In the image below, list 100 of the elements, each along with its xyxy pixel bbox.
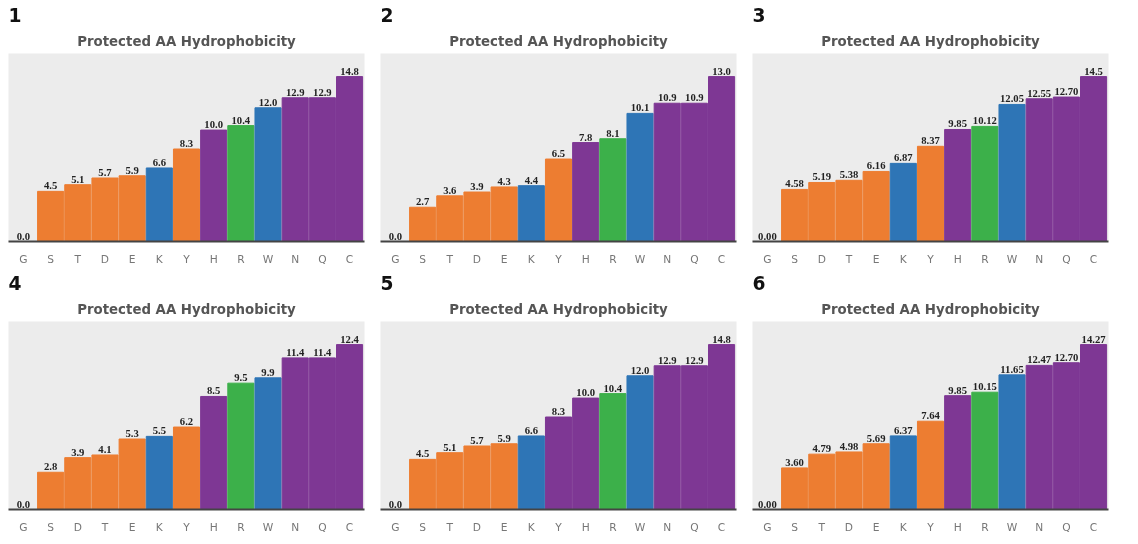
chart-title: Protected AA Hydrophobicity — [77, 301, 297, 317]
x-tick-label: H — [581, 520, 590, 534]
data-label: 4.4 — [524, 174, 539, 186]
x-tick-label: C — [1089, 252, 1098, 266]
data-label: 6.5 — [551, 148, 566, 160]
data-label: 12.9 — [313, 86, 332, 98]
x-tick-label: N — [663, 520, 672, 534]
data-label: 9.9 — [261, 366, 275, 378]
x-tick-label: C — [345, 252, 354, 266]
data-label: 0.00 — [758, 230, 777, 242]
data-label: 10.4 — [603, 382, 623, 394]
x-tick-label: N — [291, 252, 300, 266]
data-label: 10.0 — [204, 119, 224, 131]
x-tick-label: G — [391, 520, 400, 534]
data-label: 0.00 — [758, 498, 777, 510]
x-tick-label: T — [100, 520, 109, 534]
data-label: 7.64 — [921, 410, 941, 422]
data-label: 12.0 — [258, 96, 278, 108]
data-label: 2.8 — [43, 461, 58, 473]
text: 3 — [752, 4, 766, 26]
x-tick-label: K — [899, 252, 908, 266]
x-tick-label: T — [73, 252, 82, 266]
x-tick-label: H — [209, 520, 218, 534]
data-label: 5.9 — [497, 432, 511, 444]
x-tick-label: D — [844, 520, 854, 534]
x-tick-label: Q — [1062, 252, 1071, 266]
x-tick-label: Q — [318, 252, 327, 266]
data-label: 9.5 — [234, 372, 248, 384]
x-tick-label: Q — [318, 520, 327, 534]
text: 5 — [380, 272, 394, 294]
data-label: 5.7 — [470, 434, 485, 446]
data-label: 11.4 — [313, 346, 333, 358]
x-tick-label: W — [634, 520, 646, 534]
data-label: 5.19 — [812, 171, 832, 183]
x-tick-label: K — [155, 252, 164, 266]
data-label: 8.1 — [606, 127, 620, 139]
data-label: 12.9 — [285, 86, 305, 98]
data-label: 6.37 — [894, 424, 914, 436]
x-tick-label: S — [47, 520, 55, 534]
data-label: 10.9 — [657, 92, 677, 104]
data-label: 5.9 — [125, 164, 139, 176]
data-label: 12.70 — [1054, 351, 1079, 363]
data-label: 5.7 — [98, 166, 113, 178]
x-tick-label: Y — [554, 252, 563, 266]
chart-title: Protected AA Hydrophobicity — [821, 301, 1041, 317]
x-tick-label: W — [262, 520, 274, 534]
x-tick-label: E — [128, 520, 136, 534]
x-tick-label: N — [1035, 252, 1044, 266]
data-label: 3.9 — [470, 181, 484, 193]
x-tick-label: W — [262, 252, 274, 266]
x-tick-label: W — [634, 252, 646, 266]
x-tick-label: N — [1035, 520, 1044, 534]
x-tick-label: K — [899, 520, 908, 534]
x-tick-label: R — [981, 252, 990, 266]
x-tick-label: T — [445, 252, 454, 266]
data-label: 3.6 — [443, 184, 458, 196]
data-label: 12.9 — [685, 354, 704, 366]
text: 4 — [8, 272, 22, 294]
data-label: 10.9 — [685, 92, 704, 104]
data-label: 4.5 — [43, 180, 58, 192]
x-tick-label: Y — [926, 252, 935, 266]
data-label: 0.0 — [388, 498, 403, 510]
data-label: 12.9 — [657, 354, 677, 366]
chart-title: Protected AA Hydrophobicity — [821, 33, 1041, 49]
data-label: 7.8 — [579, 131, 593, 143]
x-tick-label: S — [419, 252, 427, 266]
data-label: 10.0 — [576, 387, 596, 399]
data-label: 11.65 — [1000, 363, 1024, 375]
x-tick-label: H — [209, 252, 218, 266]
data-label: 12.0 — [630, 364, 650, 376]
data-label: 4.5 — [415, 448, 430, 460]
data-label: 14.27 — [1081, 333, 1107, 345]
x-tick-label: Q — [690, 520, 699, 534]
data-label: 14.5 — [1084, 65, 1103, 77]
x-tick-label: T — [844, 252, 853, 266]
x-tick-label: N — [291, 520, 300, 534]
data-label: 13.0 — [712, 65, 731, 77]
data-label: 9.85 — [948, 118, 968, 130]
data-label: 10.12 — [972, 115, 997, 127]
x-tick-label: K — [527, 252, 536, 266]
data-label: 4.79 — [812, 443, 832, 455]
x-tick-label: E — [128, 252, 136, 266]
x-tick-label: E — [500, 520, 508, 534]
x-tick-label: C — [717, 252, 726, 266]
chart-title: Protected AA Hydrophobicity — [449, 301, 669, 317]
data-label: 5.69 — [866, 432, 886, 444]
x-tick-label: D — [472, 252, 482, 266]
x-tick-label: D — [817, 252, 826, 266]
data-label: 4.3 — [497, 175, 511, 187]
data-label: 12.4 — [340, 333, 360, 345]
x-tick-label: K — [155, 520, 164, 534]
x-tick-label: G — [19, 252, 28, 266]
data-label: 12.55 — [1027, 87, 1052, 99]
x-tick-label: T — [817, 520, 826, 534]
x-tick-label: R — [609, 520, 618, 534]
data-label: 0.0 — [16, 230, 31, 242]
data-label: 3.9 — [71, 446, 85, 458]
data-label: 12.70 — [1054, 86, 1079, 98]
data-label: 4.1 — [98, 443, 112, 455]
x-tick-label: G — [19, 520, 28, 534]
